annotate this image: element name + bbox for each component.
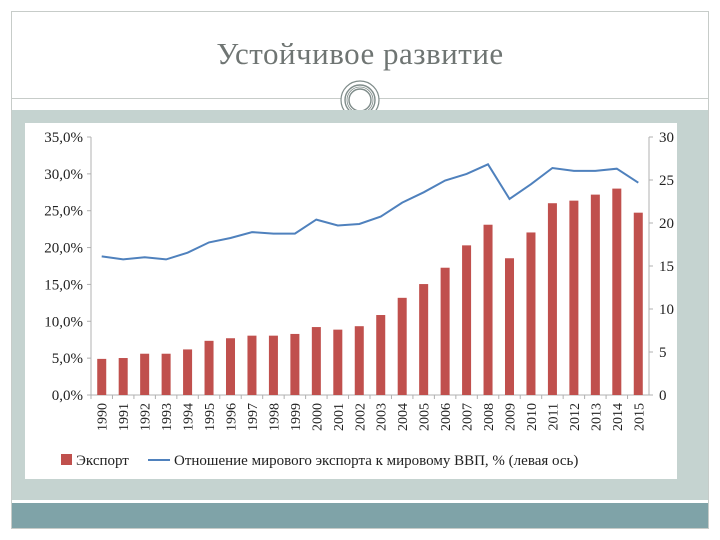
bar-export bbox=[161, 353, 171, 395]
y-left-tick-label: 10,0% bbox=[44, 314, 83, 330]
legend-bar-label: Экспорт bbox=[76, 453, 129, 469]
bar-export bbox=[97, 358, 107, 395]
x-tick-label: 1990 bbox=[96, 403, 111, 431]
x-tick-label: 2000 bbox=[310, 403, 325, 431]
x-tick-label: 1998 bbox=[267, 403, 282, 431]
bar-export bbox=[333, 329, 343, 395]
x-tick-label: 2010 bbox=[525, 403, 540, 431]
bar-export bbox=[569, 200, 579, 395]
bar-export bbox=[462, 245, 472, 395]
bar-export bbox=[590, 194, 600, 395]
y-right-tick-label: 20 bbox=[659, 216, 674, 232]
y-left-tick-label: 20,0% bbox=[44, 241, 83, 257]
bar-export bbox=[526, 232, 536, 395]
chart-panel: 0,0% 5,0% 10,0% 15,0% 20,0% 25,0% 30,0% 35,0% 0 5… bbox=[25, 123, 677, 479]
bar-export bbox=[397, 297, 407, 395]
slide-title: Устойчивое развитие bbox=[216, 36, 504, 71]
bar-export bbox=[268, 335, 278, 395]
x-tick-label: 1995 bbox=[203, 403, 218, 431]
line-export-to-gdp bbox=[101, 163, 639, 261]
y-right-tick-label: 25 bbox=[659, 173, 674, 189]
bar-export bbox=[204, 340, 214, 395]
bottom-bar bbox=[12, 503, 708, 528]
x-tick-label: 2003 bbox=[375, 403, 390, 431]
y-left-tick-label: 25,0% bbox=[44, 204, 83, 220]
bar-export bbox=[547, 203, 557, 395]
x-tick-label: 2014 bbox=[611, 403, 626, 431]
bar-export bbox=[354, 326, 364, 395]
x-tick-label: 2001 bbox=[332, 403, 347, 431]
y-right-tick-label: 5 bbox=[659, 345, 667, 361]
x-tick-label: 1991 bbox=[117, 403, 132, 431]
y-left-tick-label: 15,0% bbox=[44, 277, 83, 293]
bar-export bbox=[225, 338, 236, 395]
y-left-tick-label: 30,0% bbox=[44, 167, 83, 183]
bar-export bbox=[140, 353, 150, 395]
bar-export bbox=[440, 267, 450, 395]
legend-line-label: Отношение мирового экспорта к мировому В… bbox=[174, 453, 578, 469]
bar-export bbox=[183, 349, 193, 395]
y-right-tick-label: 10 bbox=[659, 302, 674, 318]
x-tick-label: 1994 bbox=[182, 403, 197, 431]
y-right-tick-label: 30 bbox=[659, 130, 674, 146]
x-tick-label: 2004 bbox=[396, 403, 411, 431]
x-tick-label: 2005 bbox=[418, 403, 433, 431]
bar-export bbox=[290, 333, 300, 395]
bar-export bbox=[376, 315, 386, 395]
y-left-tick-label: 35,0% bbox=[44, 130, 83, 146]
x-tick-label: 2007 bbox=[461, 403, 476, 431]
legend-bar-swatch bbox=[61, 454, 72, 465]
y-left-tick-label: 5,0% bbox=[52, 351, 83, 367]
bar-export bbox=[612, 188, 622, 395]
x-tick-label: 1999 bbox=[289, 403, 304, 431]
bar-export bbox=[419, 284, 429, 395]
y-left-tick-label: 0,0% bbox=[52, 388, 83, 404]
x-tick-label: 1997 bbox=[246, 403, 261, 431]
bar-export bbox=[311, 327, 321, 395]
x-tick-label: 2008 bbox=[482, 403, 497, 431]
bar-export bbox=[247, 335, 257, 395]
x-tick-label: 2011 bbox=[546, 403, 561, 430]
x-tick-label: 2002 bbox=[353, 403, 368, 431]
x-tick-label: 2009 bbox=[504, 403, 519, 431]
x-tick-label: 1992 bbox=[139, 403, 154, 431]
bar-export bbox=[633, 212, 643, 395]
x-tick-label: 2013 bbox=[589, 403, 604, 431]
x-tick-label: 2006 bbox=[439, 403, 454, 431]
bar-export bbox=[504, 258, 515, 395]
x-tick-label: 1993 bbox=[160, 403, 175, 431]
y-right-tick-label: 15 bbox=[659, 259, 674, 275]
bar-export bbox=[118, 358, 128, 395]
x-tick-label: 2012 bbox=[568, 403, 583, 431]
bar-export bbox=[483, 224, 493, 395]
y-right-tick-label: 0 bbox=[659, 388, 667, 404]
x-tick-label: 2015 bbox=[632, 403, 647, 431]
x-tick-label: 1996 bbox=[225, 403, 240, 431]
combo-chart: 0,0% 5,0% 10,0% 15,0% 20,0% 25,0% 30,0% 35,0% 0 5… bbox=[44, 130, 674, 469]
